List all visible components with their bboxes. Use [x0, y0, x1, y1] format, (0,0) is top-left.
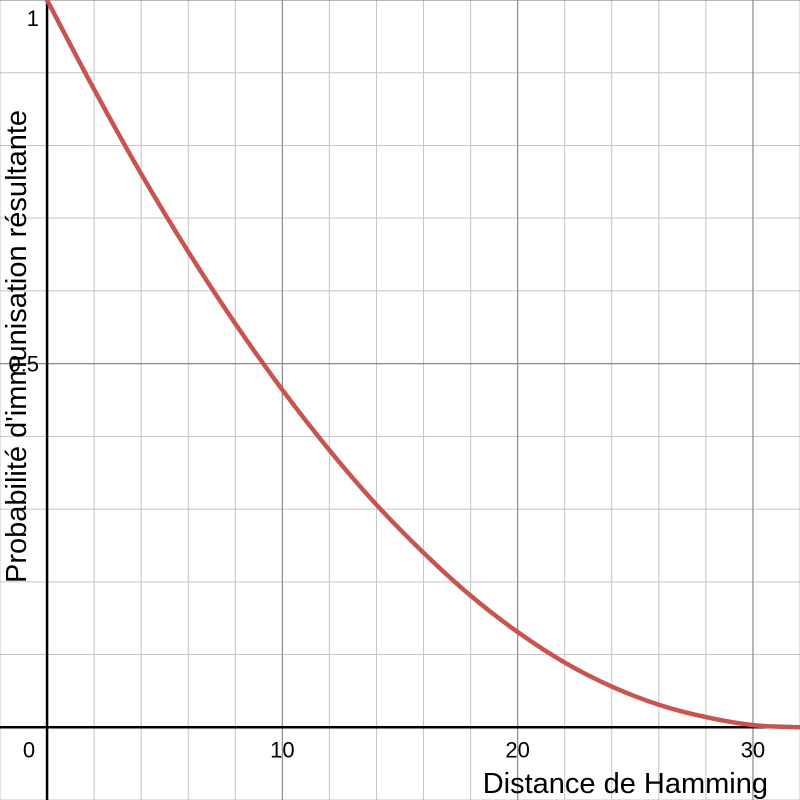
- x-axis-title: Distance de Hamming: [483, 768, 768, 800]
- x-tick-label: 30: [741, 737, 765, 762]
- y-tick-label: 1: [27, 6, 39, 31]
- series-layer: [44, 0, 800, 730]
- y-tick-label: 0.5: [8, 352, 39, 377]
- x-tick-label: 20: [505, 737, 529, 762]
- x-tick-label: 0: [23, 737, 35, 762]
- tick-labels: 0 10 20 30 0.5 1: [8, 6, 765, 762]
- series-line-0: [44, 0, 800, 730]
- x-tick-label: 10: [270, 737, 294, 762]
- y-axis-title: Probabilité d'immunisation résultante: [1, 110, 33, 583]
